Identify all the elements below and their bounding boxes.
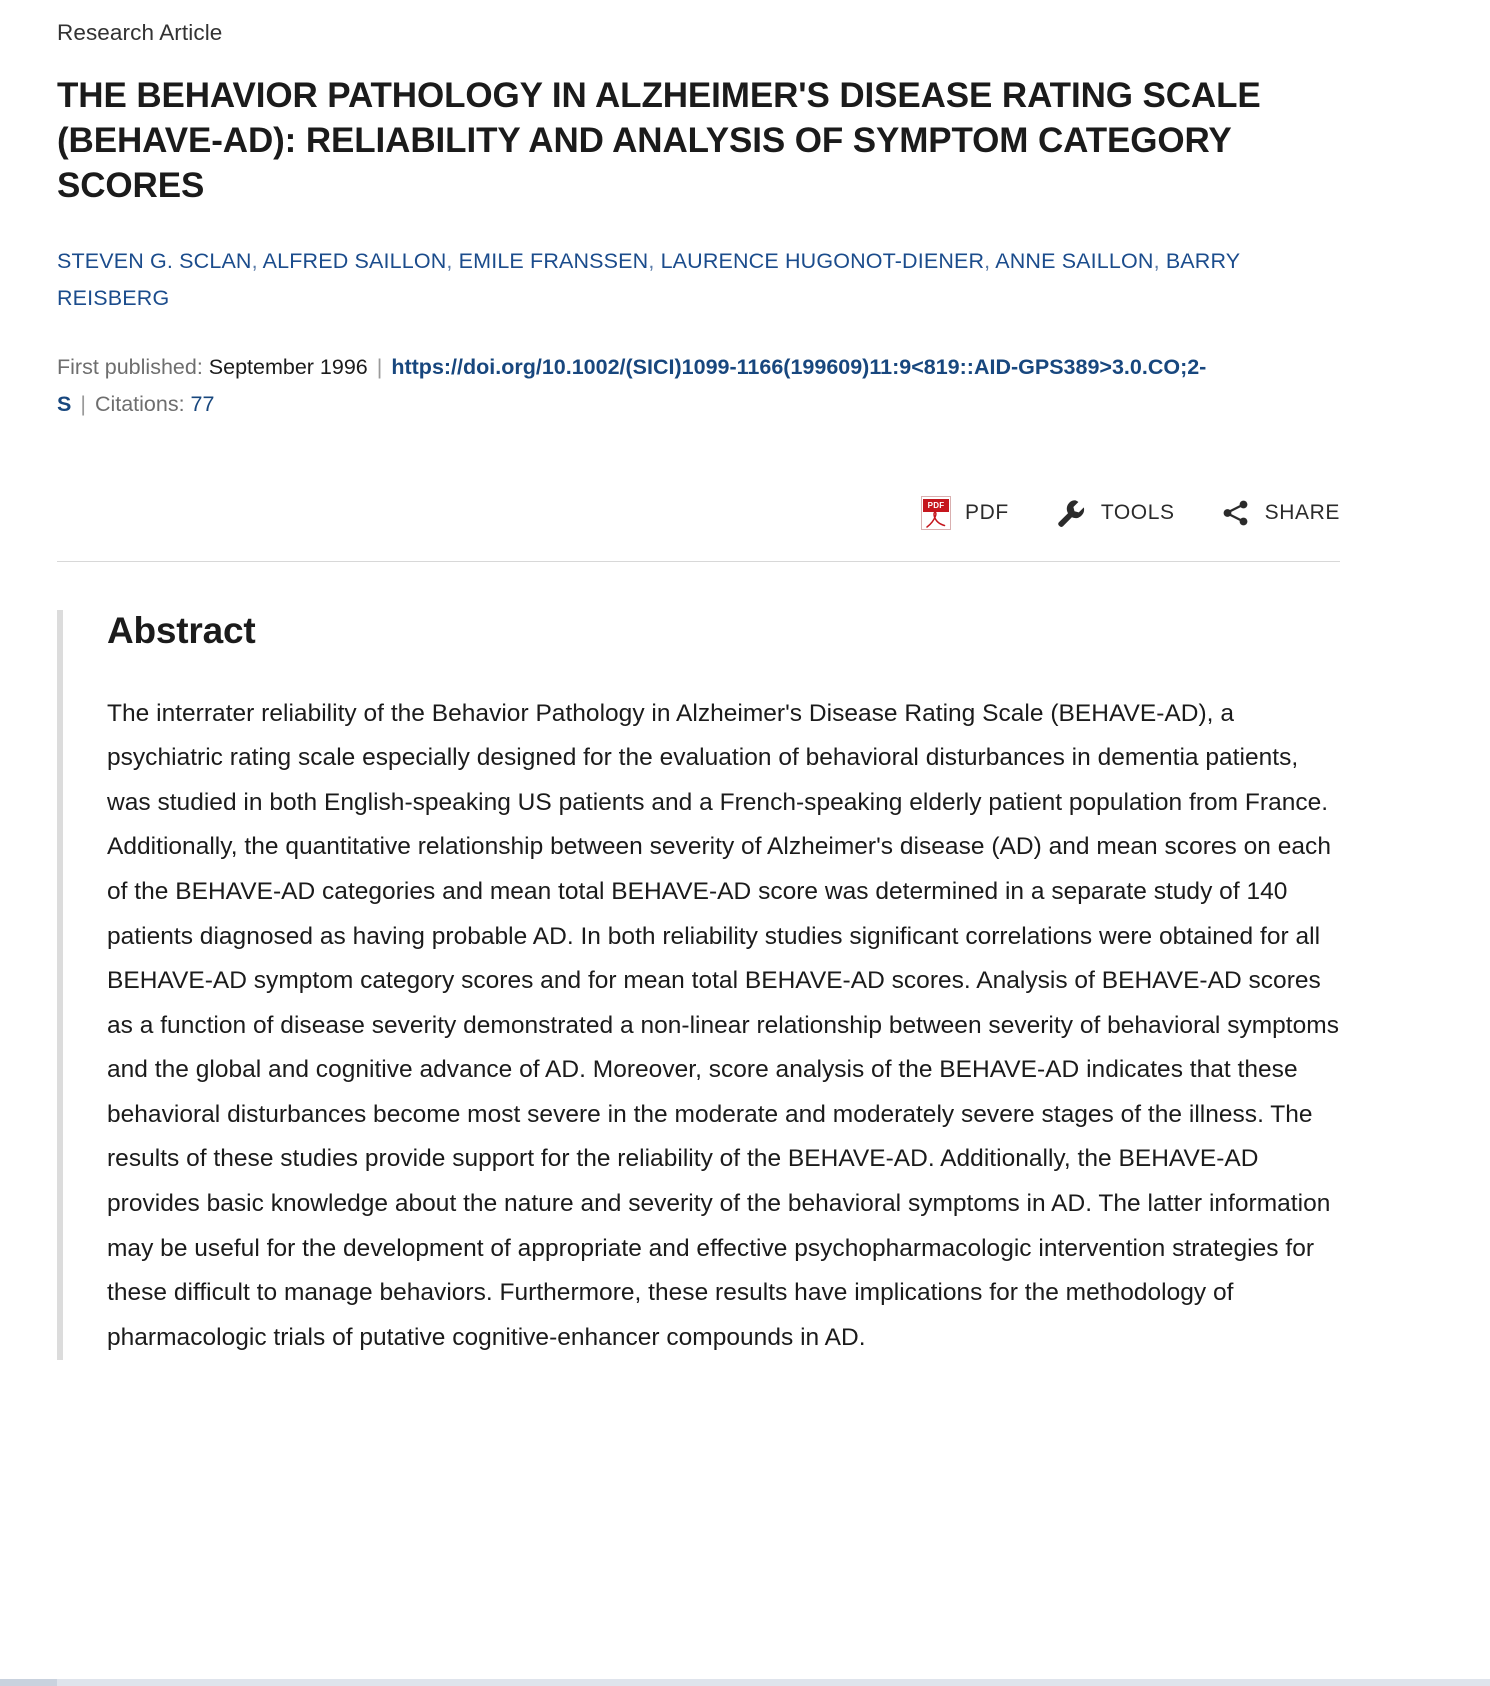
abstract-section: Abstract The interrater reliability of t… [57, 609, 1340, 1361]
tools-button[interactable]: TOOLS [1055, 497, 1175, 529]
pdf-label: PDF [965, 500, 1009, 524]
first-published-date: September 1996 [208, 354, 368, 379]
article-toolbar: PDF PDF TOOLS SHARE [0, 487, 1490, 539]
header-divider [57, 560, 1340, 562]
page-bottom-band [0, 1679, 1490, 1686]
meta-separator-2: | [80, 391, 86, 416]
wrench-icon [1058, 499, 1084, 527]
author-link-2[interactable]: EMILE FRANSSEN [458, 248, 649, 273]
tools-label: TOOLS [1100, 500, 1175, 524]
author-link-1[interactable]: ALFRED SAILLON [262, 248, 447, 273]
meta-separator-1: | [376, 354, 383, 379]
share-icon [1223, 500, 1248, 526]
page-bottom-band-left [0, 1679, 57, 1686]
pdf-icon-label: PDF [923, 498, 950, 512]
pdf-icon: PDF [921, 495, 952, 530]
author-link-4[interactable]: ANNE SAILLON [995, 248, 1154, 273]
article-header: Research Article THE BEHAVIOR PATHOLOGY … [0, 0, 1490, 423]
share-button[interactable]: SHARE [1221, 498, 1340, 528]
doi-link[interactable]: https://doi.org/10.1002/(SICI)1099-1166(… [57, 354, 1207, 416]
article-type-label: Research Article [57, 20, 223, 45]
abstract-heading: Abstract [107, 609, 256, 651]
author-link-5[interactable]: BARRY REISBERG [57, 248, 1240, 310]
author-link-0[interactable]: STEVEN G. SCLAN [57, 248, 252, 273]
pdf-button[interactable]: PDF PDF [921, 495, 1009, 530]
share-label: SHARE [1264, 500, 1340, 524]
first-published-label: First published: [57, 354, 203, 379]
author-link-3[interactable]: LAURENCE HUGONOT-DIENER [660, 248, 985, 273]
publication-metadata: First published: September 1996 | https://… [57, 349, 1287, 423]
citations-label: Citations: [94, 391, 185, 416]
abstract-body-text: The interrater reliability of the Behavi… [107, 699, 1339, 1351]
pdf-swirl-glyph [926, 511, 946, 528]
citations-count[interactable]: 77 [190, 391, 215, 416]
page-title: THE BEHAVIOR PATHOLOGY IN ALZHEIMER'S DI… [57, 76, 1261, 205]
author-list: STEVEN G. SCLAN, ALFRED SAILLON, EMILE F… [57, 248, 1240, 310]
